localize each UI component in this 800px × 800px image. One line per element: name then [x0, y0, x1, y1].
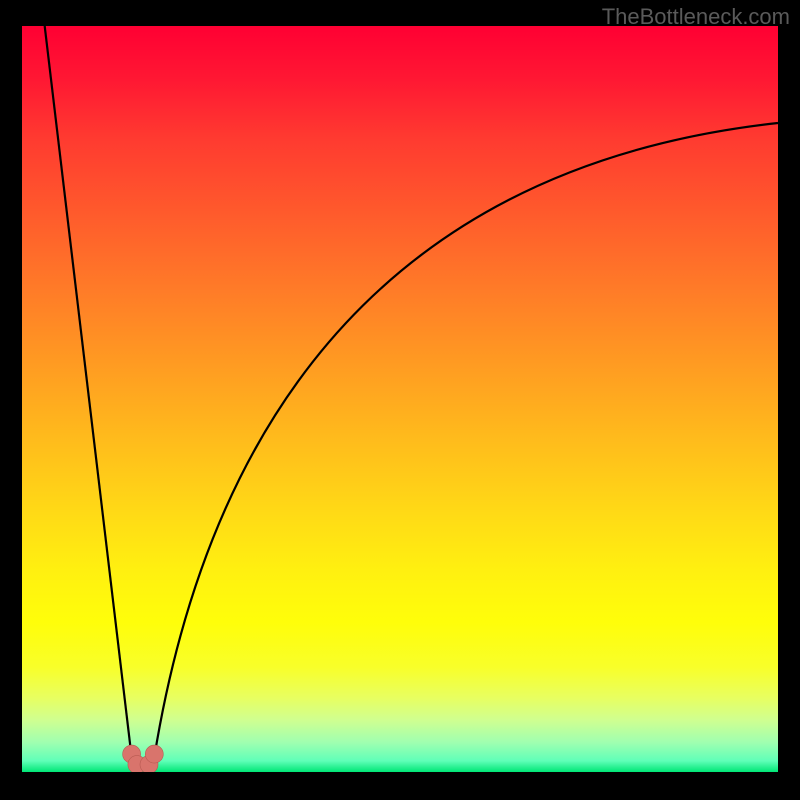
chart-container: TheBottleneck.com [0, 0, 800, 800]
watermark-text: TheBottleneck.com [602, 4, 790, 30]
bottleneck-chart-svg [0, 0, 800, 800]
frame-bottom [0, 772, 800, 800]
frame-right [778, 0, 800, 800]
frame-left [0, 0, 22, 800]
valley-marker [145, 745, 163, 763]
plot-background [22, 26, 778, 772]
